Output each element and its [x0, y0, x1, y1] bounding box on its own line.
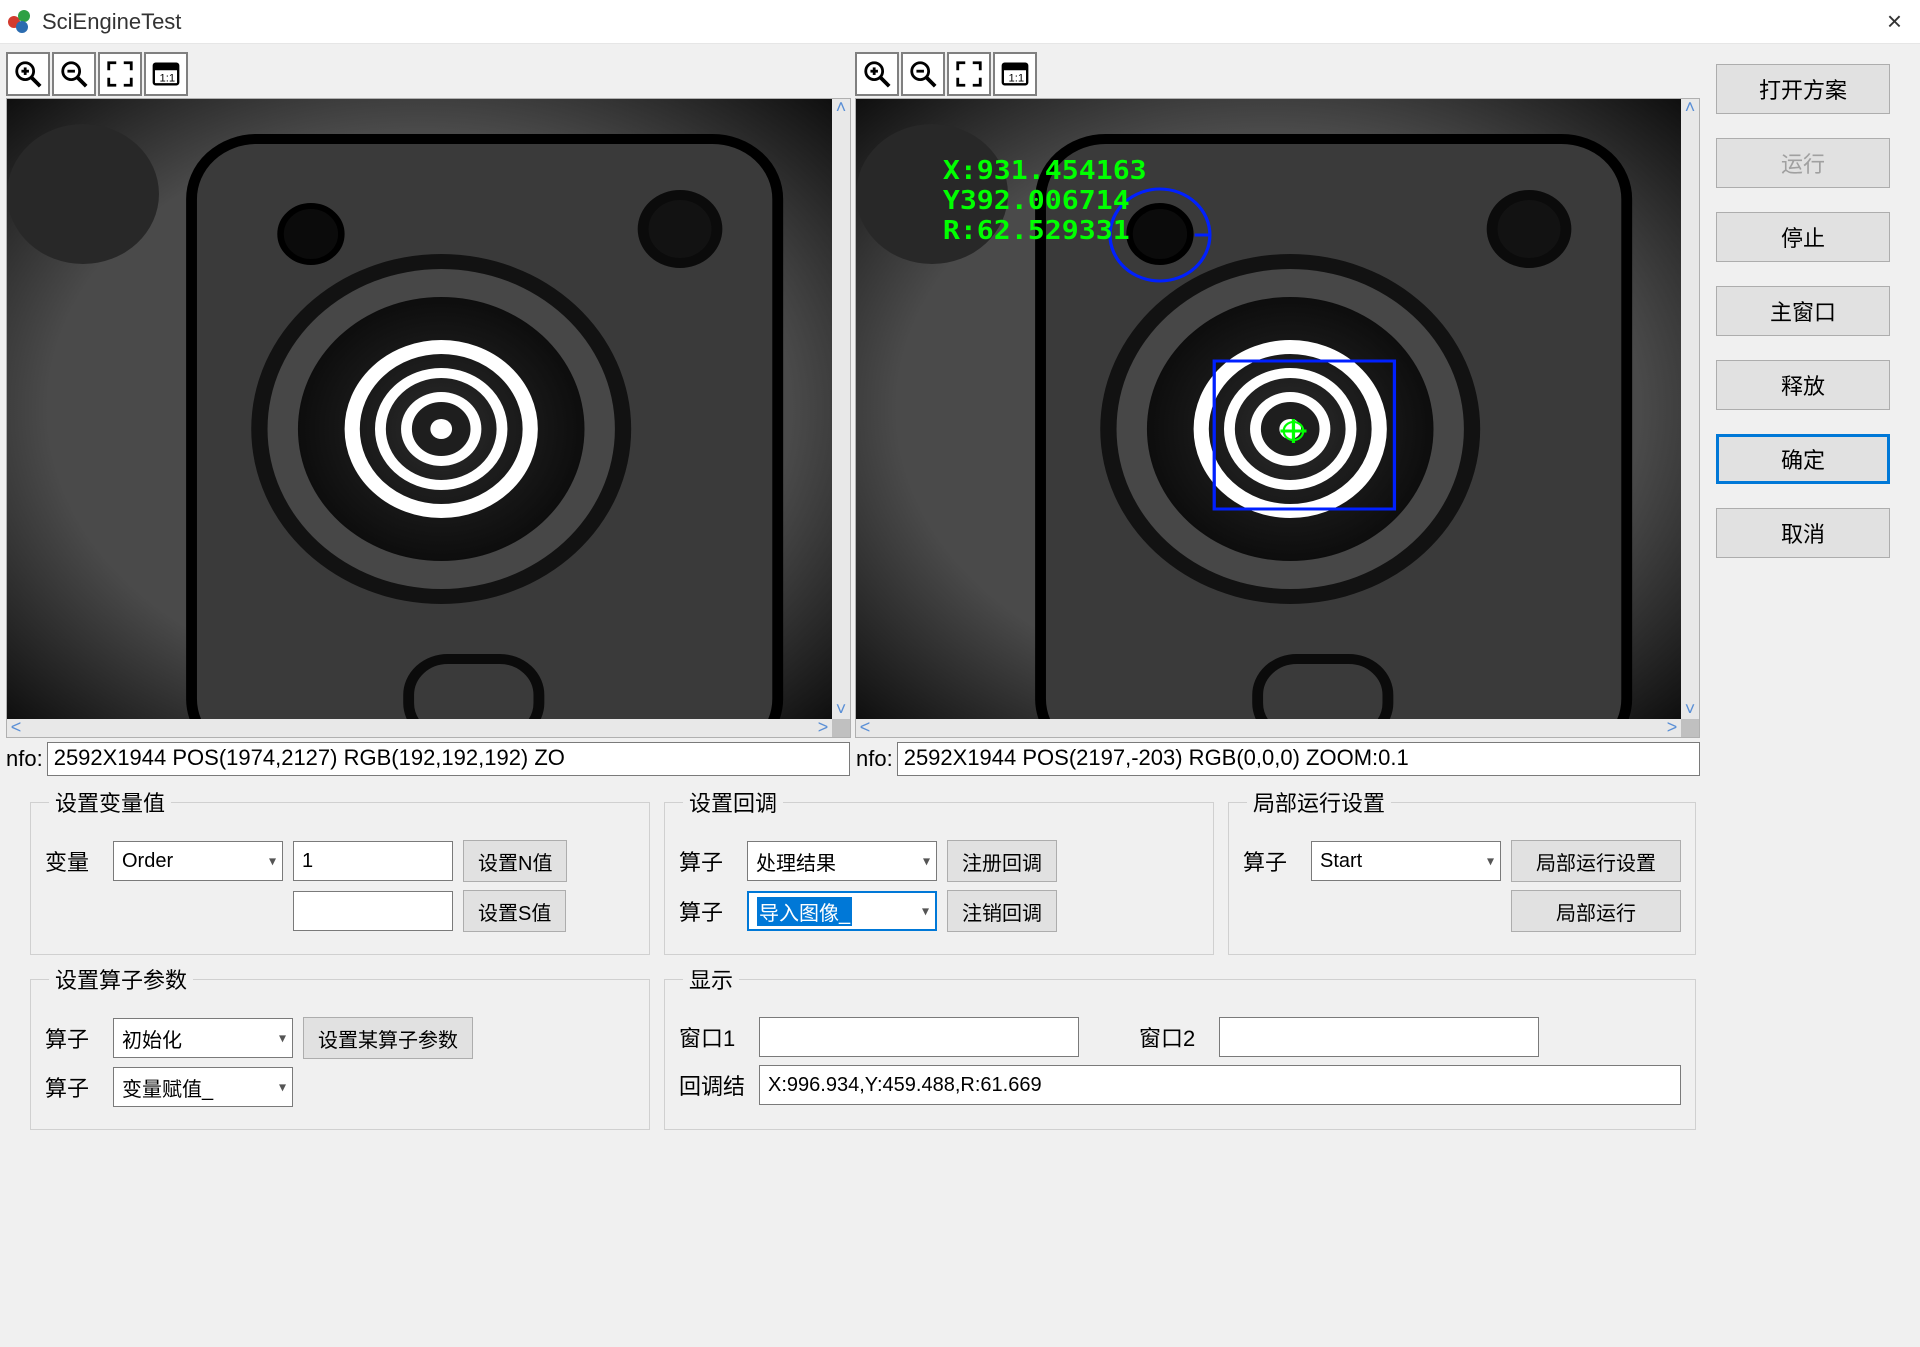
app-icon [8, 10, 32, 34]
win1-label: 窗口1 [679, 1021, 749, 1053]
chevron-down-icon: ▾ [279, 1030, 286, 1047]
op-param-combo-1[interactable]: 初始化▾ [113, 1018, 293, 1058]
zoom-in-button[interactable] [855, 52, 899, 96]
unregister-callback-button[interactable]: 注销回调 [947, 890, 1057, 932]
fit-button[interactable] [98, 52, 142, 96]
win2-label: 窗口2 [1139, 1021, 1209, 1053]
legend-display: 显示 [683, 963, 739, 995]
result-field: X:996.934,Y:459.488,R:61.669 [759, 1065, 1681, 1105]
s-value-input[interactable] [293, 891, 453, 931]
set-op-param-button[interactable]: 设置某算子参数 [303, 1017, 473, 1059]
svg-text:R:62.529331: R:62.529331 [943, 216, 1130, 246]
app-icon-ball-blue [16, 21, 28, 33]
ok-button[interactable]: 确定 [1716, 434, 1890, 484]
svg-text:X:931.454163: X:931.454163 [943, 156, 1147, 186]
set-s-button[interactable]: 设置S值 [463, 890, 566, 932]
actual-size-button[interactable]: 1:1 [993, 52, 1037, 96]
chevron-down-icon: ▾ [922, 903, 929, 920]
scroll-left-icon[interactable]: ˂ [7, 719, 25, 737]
open-scheme-button[interactable]: 打开方案 [1716, 64, 1890, 114]
h-scrollbar[interactable]: ˂ ˃ [7, 719, 832, 737]
v-scrollbar[interactable]: ˄ ˅ [1681, 99, 1699, 719]
right-toolbar: 1:1 [855, 50, 1700, 98]
left-status-prefix: nfo: [6, 746, 43, 772]
n-value-input[interactable]: 1 [293, 841, 453, 881]
right-image: X:931.454163Y392.006714R:62.529331 [856, 99, 1681, 719]
scroll-up-icon[interactable]: ˄ [832, 99, 850, 117]
scroll-right-icon[interactable]: ˃ [814, 719, 832, 737]
legend-local-run: 局部运行设置 [1247, 786, 1391, 818]
left-viewer: 1:1 [6, 50, 851, 738]
left-status-field: 2592X1944 POS(1974,2127) RGB(192,192,192… [47, 742, 850, 776]
legend-set-variable: 设置变量值 [49, 786, 171, 818]
group-display: 显示 窗口1 窗口2 回调结 X:996.934,Y:459.488,R:61.… [664, 963, 1696, 1130]
scroll-down-icon[interactable]: ˅ [1681, 701, 1699, 719]
right-viewer: 1:1 [855, 50, 1700, 738]
close-icon[interactable]: × [1877, 6, 1912, 37]
left-image [7, 99, 832, 719]
chevron-down-icon: ▾ [923, 853, 930, 870]
release-button[interactable]: 释放 [1716, 360, 1890, 410]
group-local-run: 局部运行设置 算子 Start▾ 局部运行设置 局部运行 [1228, 786, 1696, 955]
left-toolbar: 1:1 [6, 50, 851, 98]
callback-combo-1[interactable]: 处理结果▾ [747, 841, 937, 881]
scroll-right-icon[interactable]: ˃ [1663, 719, 1681, 737]
run-button[interactable]: 运行 [1716, 138, 1890, 188]
legend-op-params: 设置算子参数 [49, 963, 193, 995]
chevron-down-icon: ▾ [1487, 853, 1494, 870]
op-label: 算子 [1243, 845, 1301, 877]
chevron-down-icon: ▾ [269, 853, 276, 870]
local-run-combo[interactable]: Start▾ [1311, 841, 1501, 881]
actual-size-button[interactable]: 1:1 [144, 52, 188, 96]
svg-text:1:1: 1:1 [1008, 73, 1024, 85]
svg-text:Y392.006714: Y392.006714 [943, 186, 1130, 216]
chevron-down-icon: ▾ [279, 1079, 286, 1096]
scroll-up-icon[interactable]: ˄ [1681, 99, 1699, 117]
result-label: 回调结 [679, 1069, 749, 1101]
set-n-button[interactable]: 设置N值 [463, 840, 567, 882]
group-set-variable: 设置变量值 变量 Order▾ 1 设置N值 设置S值 [30, 786, 650, 955]
callback-combo-2[interactable]: 导入图像_▾ [747, 891, 937, 931]
win1-input[interactable] [759, 1017, 1079, 1057]
local-run-button[interactable]: 局部运行 [1511, 890, 1681, 932]
right-image-area[interactable]: X:931.454163Y392.006714R:62.529331 ˄ ˅ ˂… [855, 98, 1700, 738]
fit-button[interactable] [947, 52, 991, 96]
op-label-1: 算子 [679, 845, 737, 877]
zoom-in-button[interactable] [6, 52, 50, 96]
win2-input[interactable] [1219, 1017, 1539, 1057]
titlebar: SciEngineTest × [0, 0, 1920, 44]
op-label: 算子 [45, 1071, 103, 1103]
op-label-2: 算子 [679, 895, 737, 927]
group-op-params: 设置算子参数 算子 初始化▾ 设置某算子参数 算子 变量赋值_▾ [30, 963, 650, 1130]
main-window-button[interactable]: 主窗口 [1716, 286, 1890, 336]
right-status-field: 2592X1944 POS(2197,-203) RGB(0,0,0) ZOOM… [897, 742, 1700, 776]
scroll-down-icon[interactable]: ˅ [832, 701, 850, 719]
group-set-callback: 设置回调 算子 处理结果▾ 注册回调 算子 导入图像_▾ 注销回调 [664, 786, 1214, 955]
v-scrollbar[interactable]: ˄ ˅ [832, 99, 850, 719]
register-callback-button[interactable]: 注册回调 [947, 840, 1057, 882]
scroll-left-icon[interactable]: ˂ [856, 719, 874, 737]
legend-set-callback: 设置回调 [683, 786, 783, 818]
op-label: 算子 [45, 1022, 103, 1054]
var-label: 变量 [45, 845, 103, 877]
local-run-config-button[interactable]: 局部运行设置 [1511, 840, 1681, 882]
cancel-button[interactable]: 取消 [1716, 508, 1890, 558]
zoom-out-button[interactable] [901, 52, 945, 96]
right-status-prefix: nfo: [856, 746, 893, 772]
h-scrollbar[interactable]: ˂ ˃ [856, 719, 1681, 737]
var-combo[interactable]: Order▾ [113, 841, 283, 881]
stop-button[interactable]: 停止 [1716, 212, 1890, 262]
left-image-area[interactable]: ˄ ˅ ˂ ˃ [6, 98, 851, 738]
app-icon-ball-green [18, 10, 30, 22]
window-title: SciEngineTest [42, 9, 181, 35]
svg-text:1:1: 1:1 [159, 73, 175, 85]
op-param-combo-2[interactable]: 变量赋值_▾ [113, 1067, 293, 1107]
side-button-column: 打开方案 运行 停止 主窗口 释放 确定 取消 [1706, 44, 1920, 1347]
zoom-out-button[interactable] [52, 52, 96, 96]
